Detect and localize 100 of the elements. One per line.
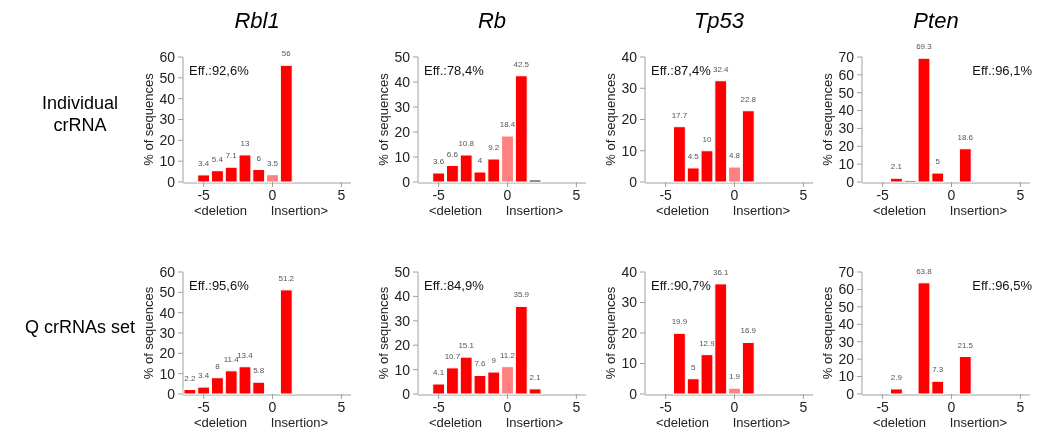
data-label: 22.8 xyxy=(740,94,757,104)
y-tick-label: 10 xyxy=(621,142,638,159)
data-label: 12.9 xyxy=(699,338,716,348)
data-label: 18.4 xyxy=(499,120,516,129)
y-tick-label: 50 xyxy=(394,263,411,280)
data-label: 10 xyxy=(702,134,712,144)
annotation: Eff.:90,7% xyxy=(651,278,712,293)
data-label: 69.3 xyxy=(916,42,933,52)
data-label: 63.8 xyxy=(916,266,933,276)
y-axis-title: % of sequences xyxy=(141,286,156,380)
y-tick-label: 60 xyxy=(838,281,855,298)
data-label: 42.5 xyxy=(513,59,530,69)
annotation: Eff.:84,9% xyxy=(424,278,485,293)
data-label: 10.8 xyxy=(458,139,475,148)
x-axis-title: <deletion Insertion> xyxy=(872,415,1008,430)
y-tick-label: 20 xyxy=(394,337,411,354)
y-tick-label: 0 xyxy=(402,385,411,402)
data-label: 7.3 xyxy=(932,365,944,375)
annotation: Eff.:96,1% xyxy=(972,63,1033,78)
x-tick-label: 0 xyxy=(730,399,739,415)
y-tick-label: 40 xyxy=(838,102,855,119)
data-label: 5 xyxy=(690,362,696,372)
x-tick-label: -5 xyxy=(197,399,211,415)
x-tick-label: 0 xyxy=(268,187,277,203)
data-label: 19.9 xyxy=(671,317,688,327)
data-label: 8 xyxy=(215,361,221,371)
x-tick-label: 0 xyxy=(947,399,956,415)
chart-title: Pten xyxy=(913,8,959,33)
y-tick-label: 30 xyxy=(838,333,855,350)
chart-title: Rb xyxy=(477,8,507,33)
y-tick-label: 20 xyxy=(621,324,638,341)
data-label: 15.1 xyxy=(458,341,475,351)
x-axis-title: <deletion Insertion> xyxy=(193,415,329,430)
y-axis-title: % of sequences xyxy=(376,286,391,380)
x-tick-label: 0 xyxy=(503,187,512,203)
annotation: Eff.:96,5% xyxy=(972,278,1033,293)
data-label: 13 xyxy=(240,138,250,148)
y-tick-label: 30 xyxy=(159,111,176,128)
y-tick-label: 0 xyxy=(846,173,855,190)
y-axis-title: % of sequences xyxy=(820,286,835,380)
data-label: 6.6 xyxy=(446,149,459,159)
data-label: 21.5 xyxy=(957,340,974,350)
data-label: 4.8 xyxy=(728,151,741,160)
data-label: 5 xyxy=(935,157,941,167)
y-tick-label: 30 xyxy=(621,294,638,311)
y-axis-title: % of sequences xyxy=(141,72,156,166)
y-tick-label: 50 xyxy=(159,69,176,86)
y-tick-label: 70 xyxy=(838,263,855,280)
data-label: 11.2 xyxy=(500,350,516,360)
y-tick-label: 60 xyxy=(159,263,176,280)
x-tick-label: 5 xyxy=(572,399,581,415)
text: Q crRNAs set xyxy=(24,317,136,337)
x-tick-label: 5 xyxy=(572,187,581,203)
data-label: 3.5 xyxy=(266,158,279,168)
y-axis-title: % of sequences xyxy=(820,72,835,166)
x-tick-label: 0 xyxy=(730,187,739,203)
y-axis-title: % of sequences xyxy=(376,72,391,166)
annotation: Eff.:78,4% xyxy=(424,63,485,78)
x-axis-title: <deletion Insertion> xyxy=(428,415,564,430)
y-tick-label: 10 xyxy=(394,148,411,165)
x-tick-label: 5 xyxy=(1016,399,1025,415)
data-label: 11.4 xyxy=(223,354,240,364)
y-tick-label: 40 xyxy=(394,288,411,305)
x-tick-label: -5 xyxy=(659,399,673,415)
x-tick-label: -5 xyxy=(432,187,446,203)
data-label: 9.2 xyxy=(488,143,500,152)
y-tick-label: 60 xyxy=(838,66,855,83)
y-tick-label: 30 xyxy=(621,80,638,97)
data-label: 6 xyxy=(256,153,262,163)
y-tick-label: 20 xyxy=(621,111,638,128)
x-tick-label: -5 xyxy=(432,399,446,415)
data-label: 10.7 xyxy=(444,351,461,361)
x-tick-label: 5 xyxy=(1016,187,1025,203)
data-label: 56 xyxy=(281,49,292,59)
annotation: Eff.:95,6% xyxy=(189,278,250,293)
x-tick-label: -5 xyxy=(876,399,890,415)
data-label: 13.4 xyxy=(237,350,254,360)
data-label: 16.9 xyxy=(740,326,757,336)
annotation: Eff.:87,4% xyxy=(651,63,712,78)
y-tick-label: 0 xyxy=(402,173,411,190)
data-label: 35.9 xyxy=(513,290,530,300)
data-label: 1.9 xyxy=(728,372,741,382)
data-label: 17.7 xyxy=(671,110,688,120)
data-label: 4 xyxy=(477,156,483,165)
y-tick-label: 20 xyxy=(838,351,855,368)
y-tick-label: 50 xyxy=(838,84,855,101)
data-label: 18.6 xyxy=(957,132,974,142)
data-label: 3.6 xyxy=(433,157,445,166)
x-tick-label: 0 xyxy=(947,187,956,203)
chart-title: Rbl1 xyxy=(234,8,280,33)
y-tick-label: 30 xyxy=(159,324,176,341)
bar xyxy=(890,388,903,395)
y-axis-title: % of sequences xyxy=(603,72,618,166)
y-tick-label: 10 xyxy=(159,365,176,382)
data-label: 2.2 xyxy=(184,373,196,383)
x-tick-label: -5 xyxy=(197,187,211,203)
y-tick-label: 10 xyxy=(621,355,638,372)
x-tick-label: 0 xyxy=(503,399,512,415)
x-tick-label: 0 xyxy=(268,399,277,415)
y-tick-label: 40 xyxy=(838,316,855,333)
